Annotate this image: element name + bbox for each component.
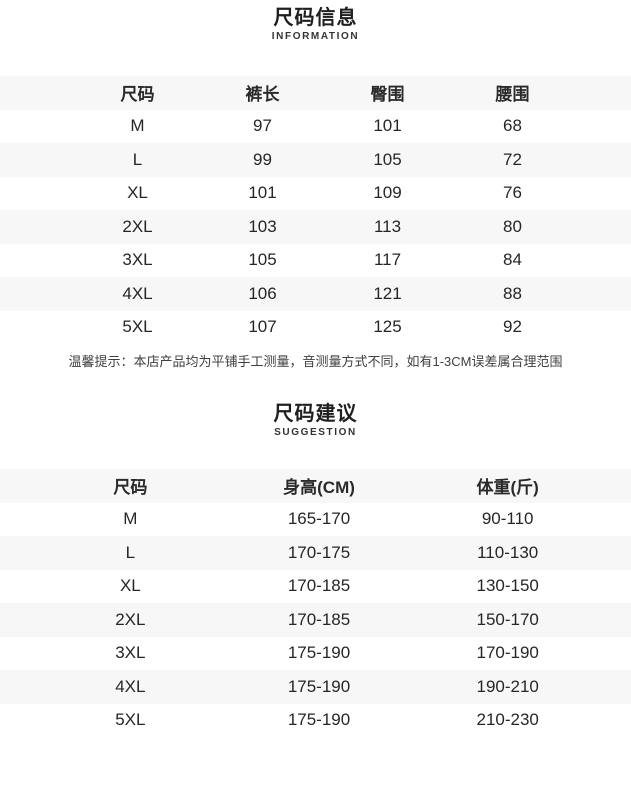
table-cell: 84 <box>503 250 522 270</box>
table-row: 3XL 105 117 84 <box>0 244 631 278</box>
table-cell: 5XL <box>122 317 153 337</box>
table-cell: 3XL <box>115 643 146 663</box>
size-suggestion-table: 尺码 身高(CM) 体重(斤) M 165-170 90-110 L 170-175 110-1… <box>0 469 631 737</box>
column-header: 臀围 <box>370 85 405 105</box>
table-row: XL 170-185 130-150 <box>0 570 631 604</box>
column-header: 腰围 <box>495 85 530 105</box>
table-row: L 99 105 72 <box>0 143 631 177</box>
table-cell: 113 <box>373 216 402 236</box>
table-cell: 175-190 <box>287 710 351 730</box>
table-cell: M <box>123 509 138 529</box>
size-info-header: 尺码信息 INFORMATION <box>0 0 631 43</box>
table-cell: 80 <box>503 216 522 236</box>
table-cell: 5XL <box>115 710 146 730</box>
table-cell: 101 <box>373 116 402 136</box>
table-cell: 130-150 <box>476 576 539 596</box>
table-cell: 101 <box>248 183 277 203</box>
table-cell: 109 <box>373 183 402 203</box>
table-cell: M <box>130 116 145 136</box>
size-suggestion-subtitle: SUGGESTION <box>274 427 357 438</box>
table-cell: 97 <box>253 116 272 136</box>
table-row: 2XL 170-185 150-170 <box>0 603 631 637</box>
column-header: 尺码 <box>120 85 155 105</box>
table-cell: 72 <box>503 149 522 169</box>
table-cell: 117 <box>373 250 402 270</box>
column-header: 尺码 <box>113 478 148 498</box>
table-cell: 170-190 <box>476 643 539 663</box>
table-cell: 68 <box>503 116 522 136</box>
table-row: 4XL 175-190 190-210 <box>0 670 631 704</box>
table-cell: 2XL <box>115 609 146 629</box>
table-cell: 190-210 <box>476 676 539 696</box>
size-info-title: 尺码信息 <box>273 7 358 29</box>
table-cell: 107 <box>248 317 277 337</box>
table-cell: 105 <box>373 149 402 169</box>
table-cell: 170-185 <box>287 576 351 596</box>
table-row: XL 101 109 76 <box>0 177 631 211</box>
table-row: L 170-175 110-130 <box>0 536 631 570</box>
size-suggestion-header: 尺码建议 SUGGESTION <box>0 402 631 439</box>
table-cell: 170-185 <box>287 609 351 629</box>
table-row: M 97 101 68 <box>0 110 631 144</box>
table-row: 4XL 106 121 88 <box>0 277 631 311</box>
table-cell: 90-110 <box>481 509 534 529</box>
table-cell: 2XL <box>122 216 153 236</box>
table-cell: 125 <box>373 317 402 337</box>
table-row: 5XL 107 125 92 <box>0 311 631 345</box>
measurement-note: 温馨提示：本店产品均为平铺手工测量，音测量方式不同，如有1-3CM误差属合理范围 <box>68 354 563 369</box>
column-header: 体重(斤) <box>476 478 539 498</box>
table-row: M 165-170 90-110 <box>0 503 631 537</box>
size-info-subtitle: INFORMATION <box>271 31 360 42</box>
table-cell: 3XL <box>122 250 153 270</box>
column-header: 身高(CM) <box>283 478 355 498</box>
column-header: 裤长 <box>245 85 280 105</box>
table-cell: 76 <box>503 183 522 203</box>
table-cell: 4XL <box>122 283 153 303</box>
table-header-row: 尺码 身高(CM) 体重(斤) <box>0 469 631 503</box>
table-cell: 150-170 <box>476 609 539 629</box>
table-cell: 92 <box>503 317 522 337</box>
table-cell: 165-170 <box>287 509 351 529</box>
table-cell: 88 <box>503 283 522 303</box>
table-cell: 110-130 <box>477 542 539 562</box>
table-cell: 121 <box>373 283 402 303</box>
table-row: 2XL 103 113 80 <box>0 210 631 244</box>
table-cell: 106 <box>248 283 277 303</box>
size-suggestion-title: 尺码建议 <box>273 403 358 425</box>
table-row: 5XL 175-190 210-230 <box>0 704 631 738</box>
table-cell: L <box>125 542 136 562</box>
table-cell: 210-230 <box>476 710 539 730</box>
table-cell: 103 <box>248 216 277 236</box>
table-row: 3XL 175-190 170-190 <box>0 637 631 671</box>
table-header-row: 尺码 裤长 臀围 腰围 <box>0 76 631 110</box>
table-cell: 175-190 <box>287 643 351 663</box>
table-cell: XL <box>119 576 141 596</box>
table-cell: 99 <box>253 149 272 169</box>
table-cell: XL <box>127 183 148 203</box>
size-info-table: 尺码 裤长 臀围 腰围 M 97 101 68 L 99 105 72 XL 101 109 76 2XL 103… <box>0 76 631 344</box>
table-cell: 170-175 <box>287 542 351 562</box>
table-cell: L <box>132 149 143 169</box>
table-cell: 4XL <box>115 676 146 696</box>
table-cell: 175-190 <box>287 676 351 696</box>
table-cell: 105 <box>248 250 277 270</box>
